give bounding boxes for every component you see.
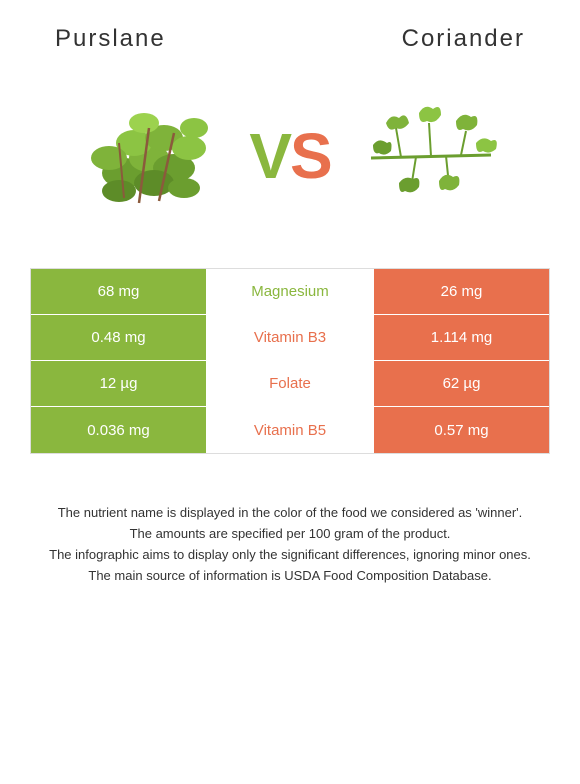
vs-v-letter: V <box>249 120 290 192</box>
left-value: 0.036 mg <box>31 407 206 453</box>
comparison-table: 68 mgMagnesium26 mg0.48 mgVitamin B31.11… <box>30 268 550 454</box>
nutrient-name: Vitamin B5 <box>206 407 374 453</box>
right-value: 1.114 mg <box>374 315 549 360</box>
footer-text: The nutrient name is displayed in the co… <box>0 454 580 607</box>
footer-line-3: The infographic aims to display only the… <box>40 546 540 565</box>
right-value: 62 µg <box>374 361 549 406</box>
vs-section: VS <box>0 63 580 268</box>
right-food-title: Coriander <box>402 25 525 53</box>
purslane-image <box>64 83 239 228</box>
comparison-row: 0.036 mgVitamin B50.57 mg <box>31 407 549 453</box>
nutrient-name: Magnesium <box>206 269 374 314</box>
nutrient-name: Vitamin B3 <box>206 315 374 360</box>
left-value: 0.48 mg <box>31 315 206 360</box>
coriander-image <box>341 83 516 228</box>
left-food-title: Purslane <box>55 25 166 53</box>
footer-line-1: The nutrient name is displayed in the co… <box>40 504 540 523</box>
header: Purslane Coriander <box>0 0 580 63</box>
comparison-row: 0.48 mgVitamin B31.114 mg <box>31 315 549 361</box>
left-value: 68 mg <box>31 269 206 314</box>
vs-label: VS <box>249 119 330 193</box>
comparison-row: 68 mgMagnesium26 mg <box>31 269 549 315</box>
footer-line-4: The main source of information is USDA F… <box>40 567 540 586</box>
right-value: 26 mg <box>374 269 549 314</box>
comparison-row: 12 µgFolate62 µg <box>31 361 549 407</box>
left-value: 12 µg <box>31 361 206 406</box>
right-value: 0.57 mg <box>374 407 549 453</box>
vs-s-letter: S <box>290 120 331 192</box>
footer-line-2: The amounts are specified per 100 gram o… <box>40 525 540 544</box>
nutrient-name: Folate <box>206 361 374 406</box>
